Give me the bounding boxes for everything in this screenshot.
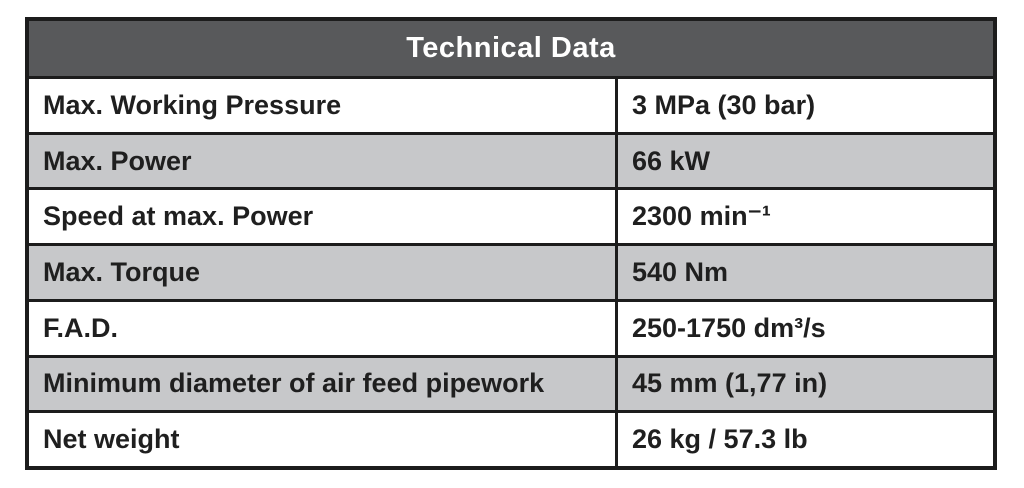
row-value: 540 Nm [632, 257, 729, 288]
row-value: 250-1750 dm³/s [632, 312, 826, 343]
row-label: F.A.D. [29, 301, 618, 355]
row-label: Max. Torque [29, 246, 618, 299]
row-value: 66 kW [632, 145, 711, 176]
row-label: Max. Working Pressure [29, 79, 618, 132]
table-title: Technical Data [29, 21, 993, 76]
table-row: Max. Working Pressure 3 MPa (30 bar) [29, 76, 993, 132]
row-label: Minimum diameter of air feed pipework [29, 357, 618, 411]
row-value: 26 kg / 57.3 lb [632, 424, 808, 455]
row-label: Speed at max. Power [29, 190, 618, 244]
row-value: 3 MPa (30 bar) [632, 89, 816, 120]
table-row: Max. Power 66 kW [29, 131, 993, 188]
table-row: Speed at max. Power 2300 min⁻¹ [29, 187, 993, 244]
table-row: Minimum diameter of air feed pipework 45… [29, 354, 993, 411]
row-label: Net weight [29, 413, 618, 467]
row-label: Max. Power [29, 134, 618, 188]
technical-data-table: Technical Data Max. Working Pressure 3 M… [25, 17, 997, 470]
row-value: 45 mm (1,77 in) [632, 368, 828, 399]
table-row: Net weight 26 kg / 57.3 lb [29, 410, 993, 467]
row-value: 2300 min⁻¹ [632, 201, 771, 232]
table-row: Max. Torque 540 Nm [29, 243, 993, 299]
table-row: F.A.D. 250-1750 dm³/s [29, 298, 993, 355]
